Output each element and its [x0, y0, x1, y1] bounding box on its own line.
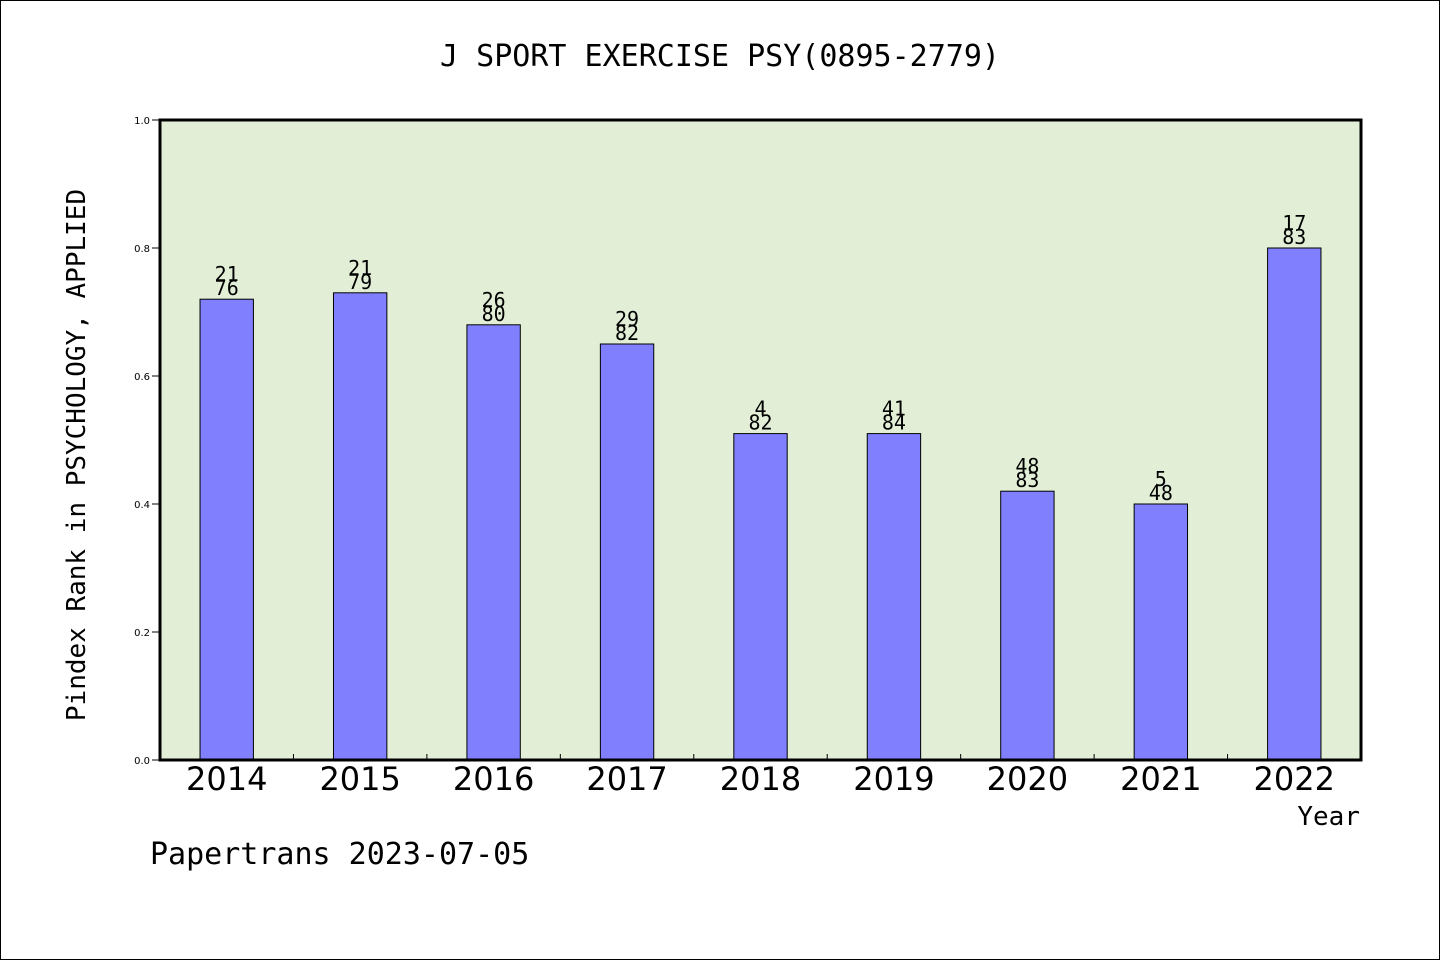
bar-rank-label: 21 [215, 262, 239, 286]
y-axis-label: Pindex Rank in PSYCHOLOGY, APPLIED [62, 189, 92, 721]
bar-rank-label: 26 [482, 288, 506, 312]
x-tick-label: 2016 [453, 760, 534, 798]
x-tick-label: 2018 [720, 760, 801, 798]
x-tick-label: 2019 [853, 760, 934, 798]
bar-rank-label: 29 [615, 307, 639, 331]
x-tick-label: 2015 [319, 760, 400, 798]
bar-2017 [599, 343, 655, 761]
x-tick-label: 2022 [1254, 760, 1335, 798]
bar-2021 [1133, 503, 1189, 761]
bar-2022 [1267, 247, 1322, 761]
chart-title: J SPORT EXERCISE PSY(0895-2779) [440, 39, 1000, 74]
bar-rank-label: 41 [882, 397, 906, 421]
x-tick-label: 2020 [987, 760, 1068, 798]
bar-total-label: 79 [348, 270, 372, 294]
x-tick-label: 2017 [586, 760, 667, 798]
bar-rank-label: 48 [1015, 454, 1039, 478]
bar-total-label: 80 [482, 302, 506, 326]
y-tick-label: 0.2 [134, 628, 150, 639]
y-tick-label: 0.4 [134, 500, 150, 511]
y-tick-label: 0.6 [134, 372, 150, 383]
x-tick-label: 2021 [1120, 760, 1201, 798]
bar-total-label: 76 [215, 276, 239, 300]
bar-rank-label: 5 [1155, 467, 1167, 491]
plot-border [158, 118, 1363, 762]
y-tick-label: 0.0 [134, 756, 150, 767]
bar-total-label: 82 [615, 321, 639, 345]
bar-total-label: 48 [1149, 481, 1173, 505]
bar-rank-label: 21 [348, 256, 372, 280]
footer-credit: Papertrans 2023-07-05 [150, 837, 529, 872]
bars-group [199, 247, 1322, 761]
bar-total-label: 84 [882, 411, 906, 435]
bar-2020 [1000, 490, 1055, 761]
bar-total-label: 83 [1282, 225, 1306, 249]
bar-total-label: 82 [748, 411, 772, 435]
x-axis-label: Year [1297, 802, 1360, 832]
bar-2019 [866, 433, 922, 761]
bar-2018 [733, 433, 788, 761]
y-axis: 0.0 0.2 0.4 0.6 0.8 1.0 [134, 116, 160, 767]
y-tick-label: 1.0 [134, 116, 150, 127]
bar-rank-label: 4 [754, 397, 766, 421]
bar-total-label: 83 [1015, 468, 1039, 492]
y-tick-label: 0.8 [134, 244, 150, 255]
bar-2014 [199, 298, 254, 761]
bar-2015 [332, 292, 388, 761]
bar-rank-label: 17 [1282, 211, 1306, 235]
x-tick-label: 2014 [186, 760, 267, 798]
bar-2016 [466, 324, 521, 761]
